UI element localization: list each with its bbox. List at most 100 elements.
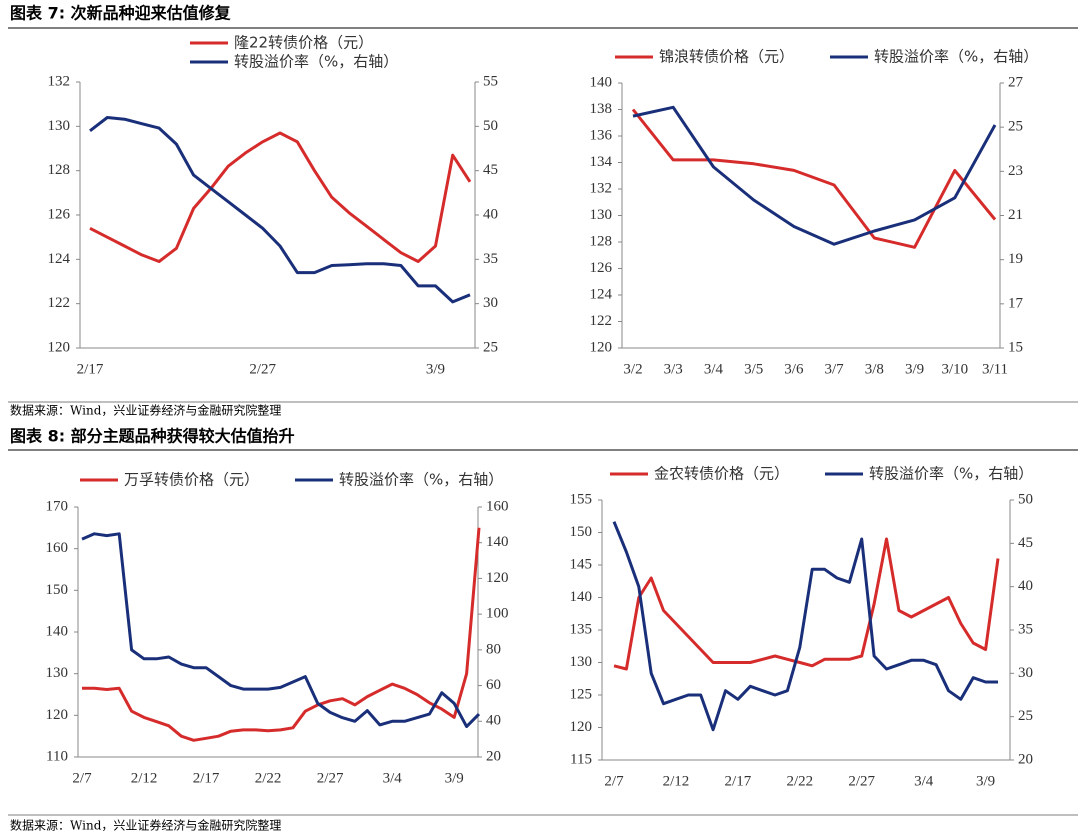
- legend-label: 转股溢价率（%，右轴）: [874, 48, 1038, 66]
- y-tick-label: 115: [570, 751, 592, 767]
- legend-label: 金农转债价格（元）: [654, 465, 789, 483]
- x-tick-label: 2/27: [249, 361, 276, 377]
- y-tick-label: 138: [590, 101, 613, 117]
- x-tick-label: 3/2: [623, 361, 642, 377]
- y2-tick-label: 30: [483, 295, 498, 311]
- y-tick-label: 120: [46, 707, 69, 723]
- y-tick-label: 120: [590, 339, 613, 355]
- x-tick-label: 3/7: [825, 361, 845, 377]
- y2-tick-label: 50: [483, 118, 498, 134]
- y2-tick-label: 40: [1018, 578, 1033, 594]
- y2-tick-label: 40: [486, 713, 501, 729]
- x-tick-label: 2/12: [131, 770, 158, 786]
- line-series: [89, 116, 471, 304]
- legend-label: 转股溢价率（%，右轴）: [339, 471, 503, 489]
- y-tick-label: 155: [570, 491, 593, 507]
- y-tick-label: 140: [590, 74, 613, 90]
- y-tick-label: 170: [46, 498, 69, 514]
- y2-tick-label: 55: [483, 73, 498, 89]
- y2-tick-label: 160: [486, 498, 509, 514]
- x-tick-label: 2/7: [604, 773, 624, 789]
- y-tick-label: 128: [590, 233, 613, 249]
- y-tick-label: 110: [46, 748, 68, 764]
- y2-tick-label: 140: [486, 534, 509, 550]
- y-tick-label: 126: [48, 206, 71, 222]
- y-tick-label: 135: [570, 621, 593, 637]
- source: 数据来源：Wind，兴业证券经济与金融研究院整理: [10, 403, 281, 418]
- y2-tick-label: 20: [486, 748, 501, 764]
- y2-tick-label: 60: [486, 677, 501, 693]
- y2-tick-label: 100: [486, 606, 509, 622]
- legend-label: 锦浪转债价格（元）: [659, 48, 794, 66]
- x-tick-label: 3/9: [445, 770, 464, 786]
- line-series: [612, 521, 998, 732]
- y2-tick-label: 50: [1018, 491, 1033, 507]
- y-tick-label: 130: [570, 654, 593, 670]
- y-tick-label: 140: [570, 589, 593, 605]
- y2-tick-label: 30: [1018, 665, 1033, 681]
- y-tick-label: 150: [46, 582, 69, 598]
- x-tick-label: 3/6: [784, 361, 804, 377]
- x-tick-label: 2/17: [725, 773, 752, 789]
- y-tick-label: 120: [570, 719, 593, 735]
- x-tick-label: 3/4: [383, 770, 403, 786]
- y-tick-label: 126: [590, 260, 613, 276]
- y-tick-label: 136: [590, 127, 613, 143]
- y-tick-label: 140: [46, 623, 69, 639]
- y2-tick-label: 45: [1018, 535, 1033, 551]
- y2-tick-label: 17: [1008, 295, 1024, 311]
- y-tick-label: 150: [570, 524, 593, 540]
- x-tick-label: 3/4: [914, 773, 934, 789]
- line-series: [81, 532, 481, 729]
- legend-label: 转股溢价率（%，右轴）: [234, 53, 398, 71]
- line-series: [89, 131, 472, 263]
- y2-tick-label: 23: [1008, 163, 1023, 179]
- section-title: 图表 8: 部分主题品种获得较大估值抬升: [10, 427, 295, 446]
- legend-label: 隆22转债价格（元）: [234, 34, 373, 52]
- y-tick-label: 120: [48, 339, 71, 355]
- y2-tick-label: 25: [483, 339, 498, 355]
- y-tick-label: 128: [48, 162, 71, 178]
- source: 数据来源：Wind，兴业证券经济与金融研究院整理: [10, 818, 281, 833]
- y-tick-label: 132: [48, 73, 71, 89]
- y2-tick-label: 25: [1018, 708, 1033, 724]
- x-tick-label: 3/4: [704, 361, 724, 377]
- y-tick-label: 124: [590, 286, 613, 302]
- x-tick-label: 3/5: [744, 361, 763, 377]
- line-series: [613, 537, 1000, 671]
- line-series: [632, 105, 997, 246]
- x-tick-label: 3/3: [664, 361, 683, 377]
- y2-tick-label: 27: [1008, 74, 1024, 90]
- y-tick-label: 134: [590, 154, 613, 170]
- y-tick-label: 160: [46, 540, 69, 556]
- y-tick-label: 130: [46, 665, 69, 681]
- y2-tick-label: 35: [483, 251, 498, 267]
- section-title: 图表 7: 次新品种迎来估值修复: [10, 4, 232, 23]
- y2-tick-label: 45: [483, 162, 498, 178]
- y2-tick-label: 40: [483, 206, 498, 222]
- x-tick-label: 2/17: [193, 770, 220, 786]
- y2-tick-label: 80: [486, 641, 501, 657]
- y-tick-label: 132: [590, 180, 613, 196]
- y-tick-label: 122: [590, 313, 613, 329]
- legend-label: 万孚转债价格（元）: [124, 471, 259, 489]
- legend-label: 转股溢价率（%，右轴）: [869, 465, 1033, 483]
- x-tick-label: 3/9: [905, 361, 924, 377]
- y-tick-label: 122: [48, 295, 71, 311]
- x-tick-label: 3/8: [865, 361, 884, 377]
- y-tick-label: 130: [590, 207, 613, 223]
- y2-tick-label: 120: [486, 570, 509, 586]
- x-tick-label: 2/12: [663, 773, 690, 789]
- x-tick-label: 2/22: [255, 770, 282, 786]
- y-tick-label: 145: [570, 556, 593, 572]
- y-tick-label: 124: [48, 251, 71, 267]
- x-tick-label: 3/10: [941, 361, 968, 377]
- x-tick-label: 3/9: [976, 773, 995, 789]
- y2-tick-label: 20: [1018, 751, 1033, 767]
- y2-tick-label: 21: [1008, 207, 1023, 223]
- line-series: [82, 527, 481, 742]
- x-tick-label: 2/22: [786, 773, 813, 789]
- y-tick-label: 130: [48, 118, 71, 134]
- y2-tick-label: 35: [1018, 621, 1033, 637]
